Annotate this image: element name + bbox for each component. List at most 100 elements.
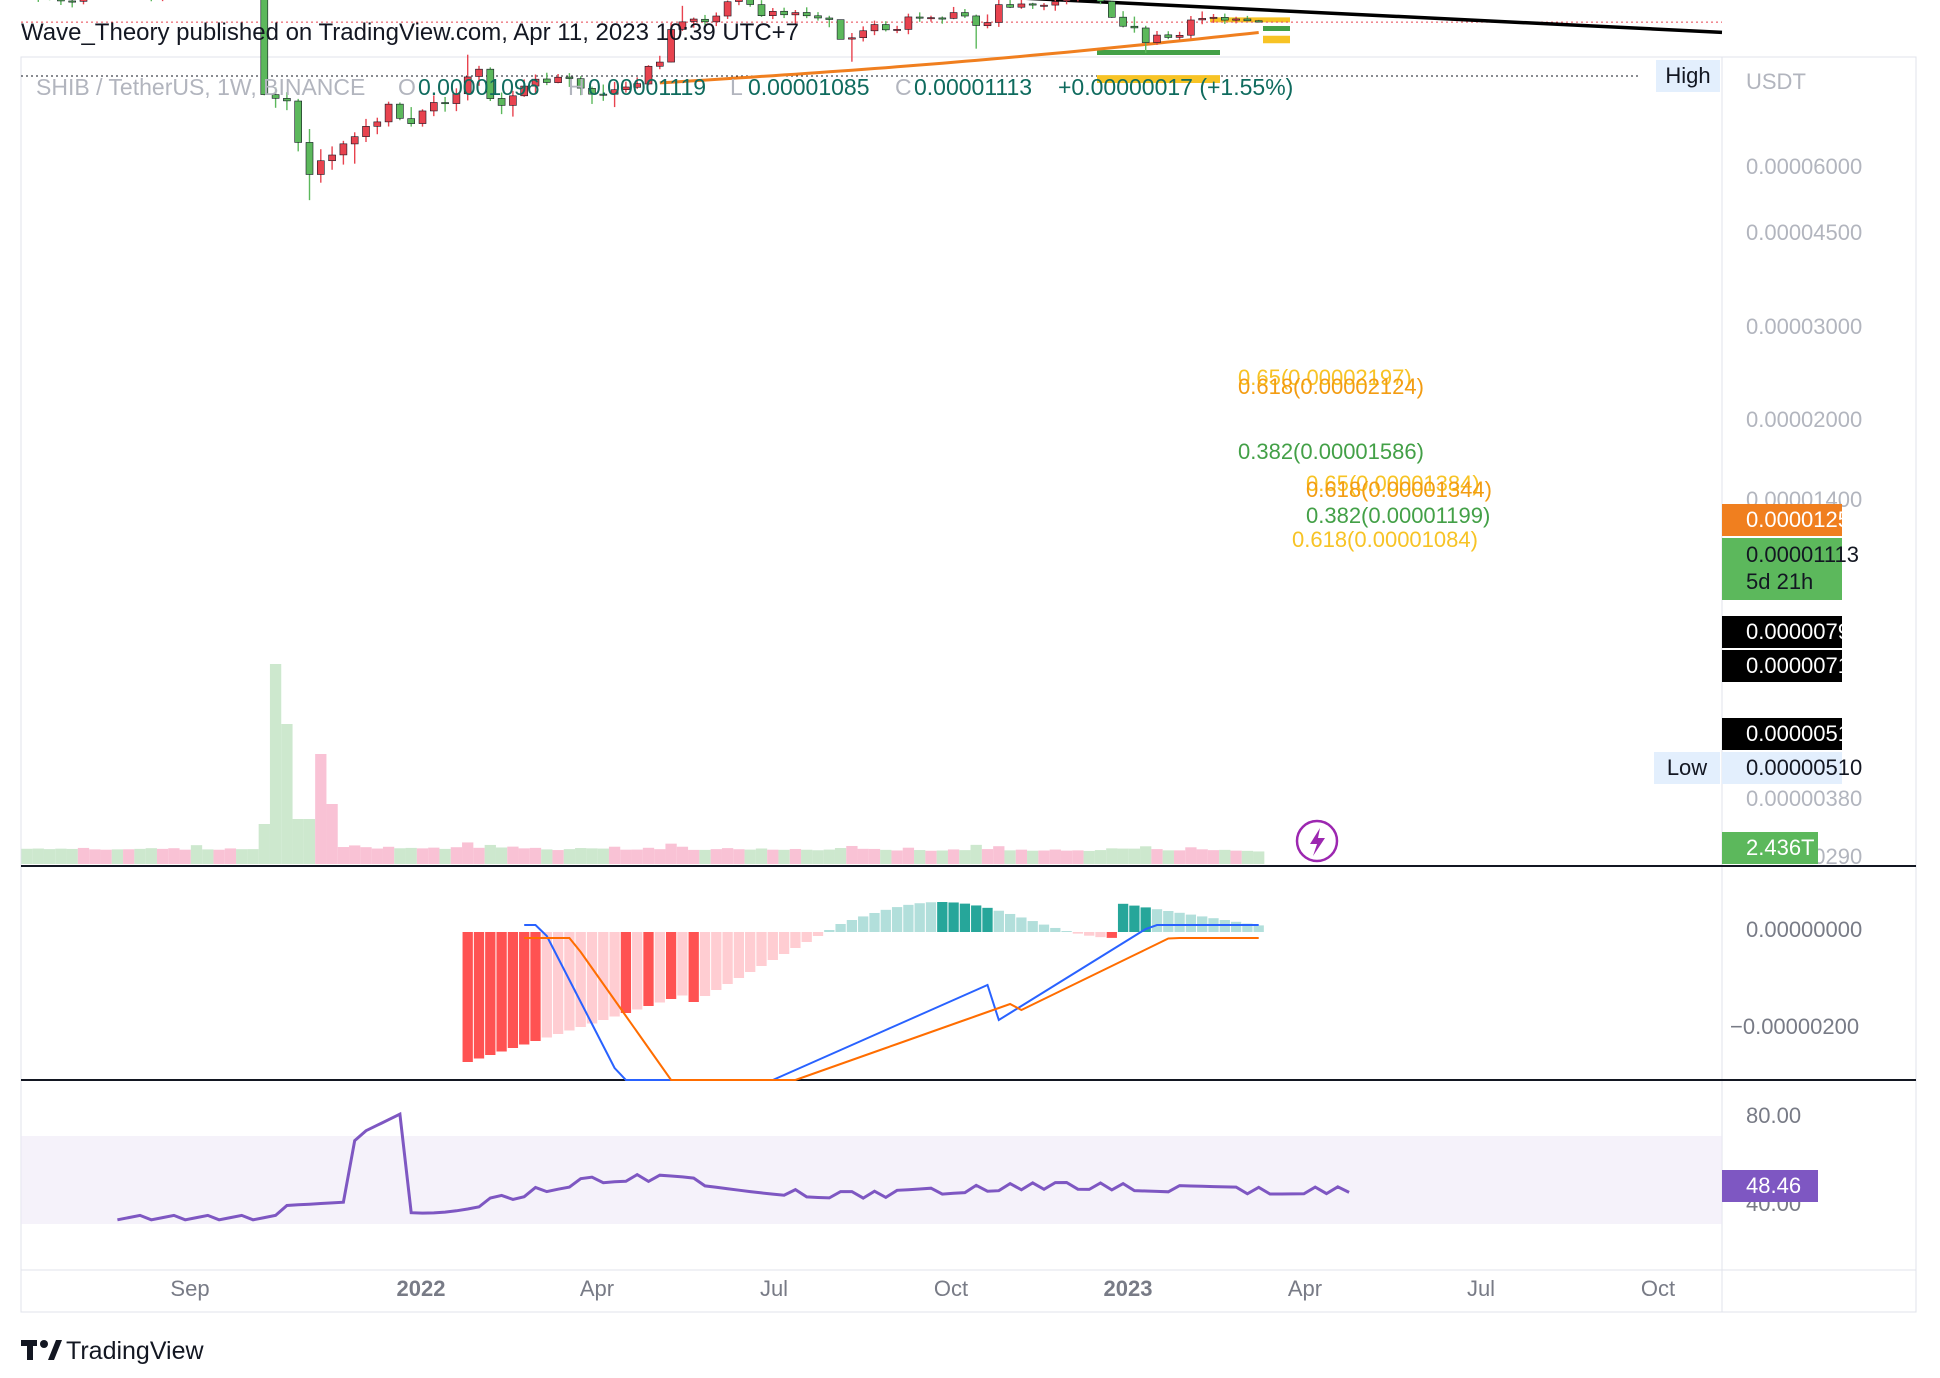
last-price-value: 0.00001113: [1746, 542, 1859, 567]
candle-body: [723, 1, 732, 17]
volume-bar: [450, 847, 463, 864]
candle: [1221, 13, 1229, 24]
macd-hist-bar: [1084, 932, 1095, 936]
macd-hist-bar: [620, 932, 632, 1013]
macd-hist-bar: [1072, 932, 1084, 934]
fib-label-0382-upper: 0.382(0.00001586): [1238, 439, 1424, 464]
macd-hist-bar: [835, 924, 846, 932]
candle: [768, 8, 777, 20]
candle: [791, 10, 800, 25]
candle-body: [622, 86, 630, 90]
candle-body: [1006, 4, 1014, 8]
candle: [915, 12, 924, 22]
volume-bar: [857, 848, 869, 864]
volume-bar: [1207, 850, 1220, 864]
macd-hist-bar: [496, 932, 507, 1052]
volume-bar: [688, 849, 700, 864]
candle-body: [1209, 16, 1218, 19]
candle: [542, 72, 551, 86]
volume-bar: [778, 849, 790, 864]
macd-hist-bar: [1106, 932, 1117, 938]
candle: [271, 87, 280, 108]
candle-body: [1232, 18, 1240, 21]
volume-bar: [168, 848, 180, 864]
volume-bar: [462, 842, 474, 864]
macd-hist-bar: [598, 932, 609, 1020]
macd-hist-bar: [632, 932, 643, 1010]
volume-bar: [1253, 851, 1265, 864]
candle-body: [1198, 18, 1206, 21]
candle-body: [339, 143, 348, 156]
rsi-tick-80: 80.00: [1746, 1103, 1801, 1128]
candle-body: [79, 0, 88, 2]
lightning-icon[interactable]: [1295, 819, 1339, 863]
candle-body: [1119, 16, 1127, 27]
volume-bar: [1106, 848, 1118, 864]
candle: [610, 81, 619, 108]
macd-hist-bar: [925, 902, 937, 932]
candle-body: [362, 126, 370, 137]
volume-bar: [111, 849, 124, 864]
ohlc-c-label: C: [895, 74, 912, 100]
candle-body: [689, 18, 698, 22]
low-value-bg: [1722, 752, 1842, 784]
candle-body: [938, 17, 947, 20]
candle-body: [1108, 1, 1116, 18]
candle: [972, 14, 981, 49]
volume-bar: [326, 804, 338, 864]
candle: [814, 12, 822, 21]
macd-hist-bar: [677, 932, 688, 996]
candle-body: [565, 76, 574, 79]
volume-bar: [586, 848, 598, 864]
time-tick-oct22: Oct: [934, 1276, 968, 1301]
candle-body: [1051, 1, 1060, 6]
macd-tick-zero: 0.00000000: [1746, 917, 1862, 942]
volume-bar: [439, 848, 451, 864]
macd-hist-bar: [971, 905, 982, 932]
volume-bar: [89, 849, 101, 864]
candle: [1243, 15, 1252, 22]
candle-body: [68, 0, 76, 3]
time-tick-2022: 2022: [397, 1276, 446, 1301]
volume-bar: [55, 848, 67, 864]
volume-bar: [123, 849, 135, 864]
candle-body: [441, 102, 449, 105]
macd-hist-bar: [937, 902, 948, 932]
publisher-text: Wave_Theory published on TradingView.com…: [21, 19, 799, 46]
chart-frame: [20, 56, 1917, 1313]
candle: [949, 6, 958, 20]
macd-hist-bar: [891, 907, 903, 932]
volume-layer: [21, 664, 1265, 864]
macd-tick-neg: −0.00000200: [1730, 1014, 1859, 1039]
rsi-line: [117, 1111, 1350, 1222]
volume-bar: [32, 848, 44, 864]
volume-bar: [1083, 850, 1095, 864]
time-tick-oct23: Oct: [1641, 1276, 1675, 1301]
volume-bar: [1072, 850, 1084, 864]
candle-body: [1028, 3, 1037, 6]
macd-hist-bar: [1117, 903, 1129, 932]
candle-body: [757, 4, 766, 16]
volume-bar: [834, 848, 847, 864]
macd-hist-bar: [982, 907, 993, 932]
candle: [667, 22, 675, 63]
candle-body: [667, 29, 675, 63]
volume-bar: [1049, 849, 1061, 864]
volume-bar: [1173, 850, 1186, 864]
support3-badge: [1722, 718, 1842, 750]
macd-hist-bar: [1185, 914, 1197, 932]
candle: [576, 76, 585, 96]
candle-body: [848, 37, 856, 40]
volume-bar: [258, 824, 270, 864]
volume-bar: [631, 849, 643, 864]
macd-hist-bar: [643, 932, 654, 1006]
candle: [1074, 0, 1082, 2]
candle-body: [475, 68, 483, 77]
candle: [452, 88, 461, 112]
macd-hist-bar: [552, 932, 564, 1034]
volume-bar: [1128, 848, 1141, 864]
macd-hist-bar: [846, 920, 858, 932]
candle: [396, 102, 404, 121]
macd-hist-bar: [711, 932, 722, 990]
